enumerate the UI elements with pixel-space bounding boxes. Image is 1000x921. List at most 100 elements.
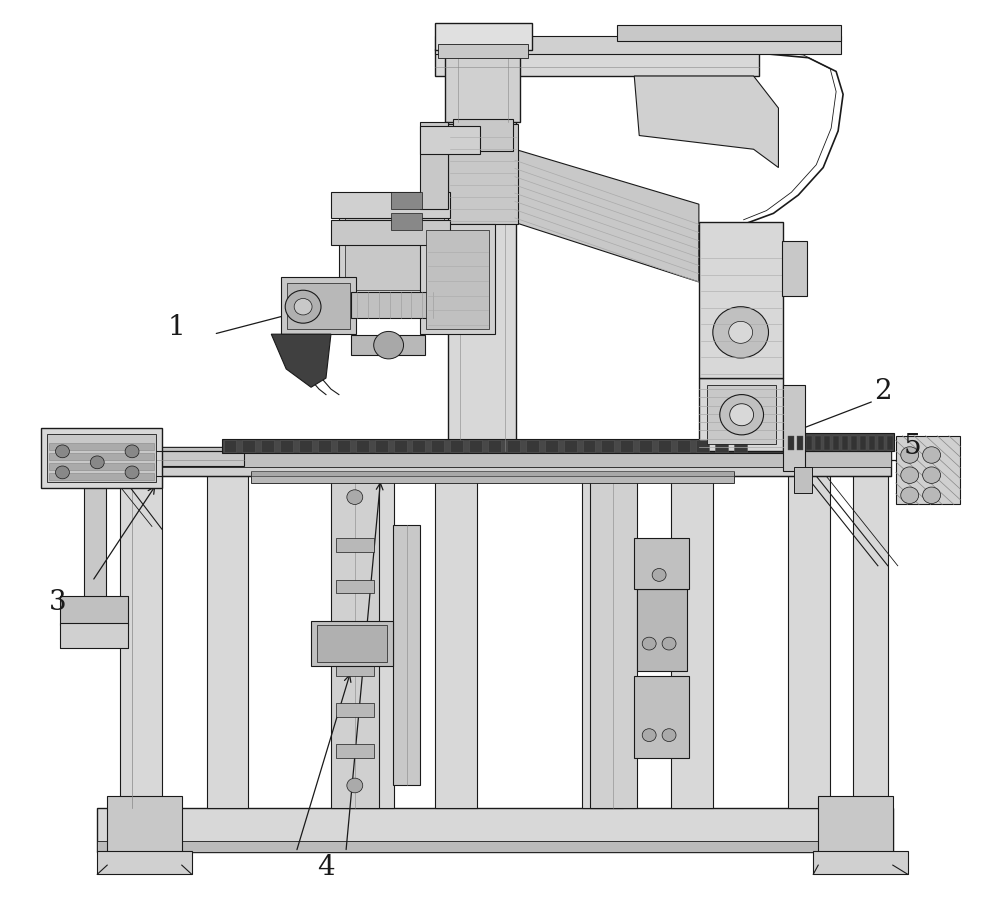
Bar — [222, 438, 783, 453]
Bar — [788, 474, 830, 809]
Bar — [488, 440, 501, 452]
Bar — [336, 621, 374, 635]
Text: 4: 4 — [317, 855, 335, 881]
Bar — [469, 440, 482, 452]
Bar — [120, 474, 162, 809]
Bar — [507, 440, 520, 452]
Bar — [783, 385, 805, 472]
Bar — [107, 797, 182, 865]
Bar — [420, 122, 448, 209]
Bar — [336, 538, 374, 552]
Bar — [299, 440, 312, 452]
Circle shape — [347, 778, 363, 793]
Bar — [896, 436, 960, 505]
Bar — [734, 440, 747, 452]
Circle shape — [642, 729, 656, 741]
Bar — [317, 625, 387, 662]
Circle shape — [125, 445, 139, 458]
Bar — [583, 440, 595, 452]
Bar — [634, 676, 689, 758]
Text: 1: 1 — [168, 314, 186, 342]
Bar — [281, 277, 356, 334]
Bar — [545, 440, 558, 452]
Bar — [242, 440, 255, 452]
Bar — [658, 440, 671, 452]
Polygon shape — [271, 334, 331, 387]
Bar — [620, 440, 633, 452]
Bar — [336, 744, 374, 758]
Bar — [60, 623, 128, 648]
Bar — [813, 851, 908, 874]
Bar — [851, 436, 857, 450]
Bar — [564, 440, 577, 452]
Bar — [224, 440, 236, 452]
Bar — [715, 440, 728, 452]
Bar — [261, 440, 274, 452]
Bar — [453, 119, 513, 151]
Circle shape — [923, 467, 941, 484]
Bar — [251, 472, 734, 484]
Text: 3: 3 — [49, 589, 66, 616]
Bar — [97, 841, 893, 852]
Bar — [51, 451, 244, 466]
Circle shape — [923, 487, 941, 504]
Circle shape — [730, 403, 754, 426]
Polygon shape — [634, 76, 778, 168]
Circle shape — [374, 332, 404, 359]
Bar — [49, 463, 154, 470]
Bar — [336, 662, 374, 676]
Bar — [41, 428, 162, 488]
Bar — [393, 525, 420, 786]
Bar — [336, 579, 374, 593]
Bar — [331, 220, 450, 245]
Bar — [318, 440, 331, 452]
Bar — [797, 436, 803, 450]
Bar — [97, 809, 893, 852]
Bar — [207, 474, 248, 809]
Bar — [394, 440, 407, 452]
Circle shape — [642, 637, 656, 650]
Bar — [356, 440, 369, 452]
Bar — [280, 440, 293, 452]
Bar — [251, 471, 734, 476]
Bar — [833, 436, 839, 450]
Bar — [853, 474, 888, 809]
Bar — [887, 436, 893, 450]
Bar — [634, 538, 689, 589]
Circle shape — [901, 447, 919, 463]
Bar — [699, 379, 783, 451]
Bar — [590, 476, 637, 809]
Bar — [351, 292, 450, 318]
Bar — [420, 225, 495, 334]
Bar — [60, 596, 128, 625]
Bar — [49, 473, 154, 480]
Circle shape — [923, 447, 941, 463]
Bar — [818, 797, 893, 865]
Bar — [431, 440, 444, 452]
Bar — [582, 474, 623, 809]
Bar — [815, 436, 821, 450]
Bar — [438, 44, 528, 58]
Bar — [782, 240, 807, 296]
Bar — [445, 44, 520, 122]
Bar — [420, 126, 480, 154]
Bar — [345, 215, 444, 290]
Circle shape — [347, 490, 363, 505]
Bar — [412, 440, 425, 452]
Bar — [696, 440, 709, 452]
Circle shape — [729, 321, 753, 344]
Bar — [110, 447, 891, 467]
Bar — [448, 123, 518, 225]
Circle shape — [652, 568, 666, 581]
Bar — [375, 440, 388, 452]
Bar — [47, 434, 156, 483]
Bar — [435, 23, 532, 51]
Circle shape — [294, 298, 312, 315]
Circle shape — [55, 466, 69, 479]
Bar — [49, 443, 154, 449]
Bar — [878, 436, 884, 450]
Bar — [331, 476, 379, 809]
Bar — [84, 486, 106, 598]
Bar — [97, 851, 192, 874]
Circle shape — [125, 466, 139, 479]
